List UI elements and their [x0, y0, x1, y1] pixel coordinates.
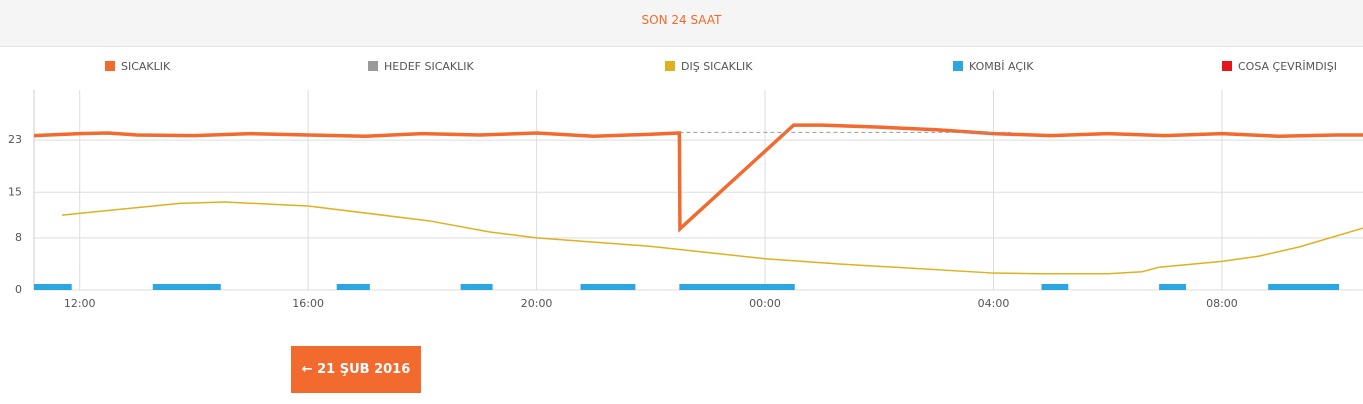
heating-period	[1159, 284, 1186, 290]
heating-period	[580, 284, 636, 290]
legend-swatch	[953, 61, 963, 71]
header: SON 24 SAAT	[0, 0, 1363, 47]
legend-label: HEDEF SICAKLIK	[384, 60, 474, 73]
legend-swatch	[105, 61, 115, 71]
x-tick-label: 08:00	[1206, 297, 1238, 310]
x-tick-label: 12:00	[64, 297, 96, 310]
heating-period	[34, 284, 72, 290]
heating-period	[336, 284, 370, 290]
heating-period	[679, 284, 795, 290]
legend-swatch	[665, 61, 675, 71]
y-tick-label: 23	[8, 133, 22, 146]
x-tick-label: 00:00	[749, 297, 781, 310]
prev-day-button[interactable]: ← 21 ŞUB 2016	[291, 346, 421, 393]
heating-period	[152, 284, 221, 290]
y-tick-label: 0	[15, 283, 22, 296]
legend-swatch	[368, 61, 378, 71]
heating-period	[1268, 284, 1340, 290]
series-line	[61, 201, 1363, 275]
legend-label: KOMBİ AÇIK	[969, 60, 1034, 73]
heating-period	[460, 284, 493, 290]
y-tick-label: 15	[8, 185, 22, 198]
legend-label: DIŞ SICAKLIK	[681, 60, 753, 73]
x-tick-label: 04:00	[978, 297, 1010, 310]
y-tick-label: 8	[15, 231, 22, 244]
legend-label: COSA ÇEVRİMDIŞI	[1238, 60, 1337, 73]
series-line	[33, 123, 1363, 233]
legend-swatch	[1222, 61, 1232, 71]
chart: SICAKLIK HEDEF SICAKLIK DIŞ SICAKLIK KOMBİ …	[8, 60, 1363, 310]
x-tick-label: 16:00	[292, 297, 324, 310]
heating-period	[1041, 284, 1069, 290]
legend-label: SICAKLIK	[121, 60, 171, 73]
x-tick-label: 20:00	[521, 297, 553, 310]
